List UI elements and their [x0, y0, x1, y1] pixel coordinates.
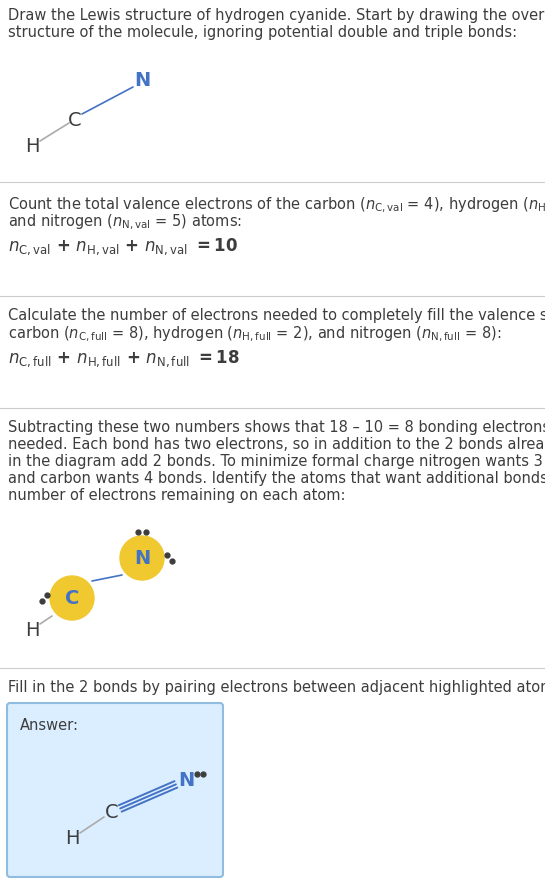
Text: N: N	[178, 771, 194, 789]
Text: $n_\mathrm{C,full}$ + $n_\mathrm{H,full}$ + $n_\mathrm{N,full}$ $\mathbf{= 18}$: $n_\mathrm{C,full}$ + $n_\mathrm{H,full}…	[8, 348, 240, 368]
Text: C: C	[105, 804, 119, 822]
Text: C: C	[68, 111, 82, 130]
Text: H: H	[65, 830, 79, 848]
Text: H: H	[25, 620, 39, 639]
Text: number of electrons remaining on each atom:: number of electrons remaining on each at…	[8, 488, 346, 503]
Text: carbon ($n_\mathrm{C,full}$ = 8), hydrogen ($n_\mathrm{H,full}$ = 2), and nitrog: carbon ($n_\mathrm{C,full}$ = 8), hydrog…	[8, 325, 501, 344]
Text: Fill in the 2 bonds by pairing electrons between adjacent highlighted atoms:: Fill in the 2 bonds by pairing electrons…	[8, 680, 545, 695]
Text: Answer:: Answer:	[20, 718, 79, 733]
Text: in the diagram add 2 bonds. To minimize formal charge nitrogen wants 3 bonds: in the diagram add 2 bonds. To minimize …	[8, 454, 545, 469]
Text: C: C	[65, 588, 79, 608]
Text: and nitrogen ($n_\mathrm{N,val}$ = 5) atoms:: and nitrogen ($n_\mathrm{N,val}$ = 5) at…	[8, 213, 242, 232]
Text: needed. Each bond has two electrons, so in addition to the 2 bonds already prese: needed. Each bond has two electrons, so …	[8, 437, 545, 452]
Text: N: N	[134, 72, 150, 90]
FancyBboxPatch shape	[7, 703, 223, 877]
Text: structure of the molecule, ignoring potential double and triple bonds:: structure of the molecule, ignoring pote…	[8, 25, 517, 40]
Text: H: H	[25, 138, 39, 156]
Text: Subtracting these two numbers shows that 18 – 10 = 8 bonding electrons are: Subtracting these two numbers shows that…	[8, 420, 545, 435]
Text: $n_\mathrm{C,val}$ + $n_\mathrm{H,val}$ + $n_\mathrm{N,val}$ $\mathbf{= 10}$: $n_\mathrm{C,val}$ + $n_\mathrm{H,val}$ …	[8, 236, 238, 257]
Text: N: N	[134, 549, 150, 568]
Text: Calculate the number of electrons needed to completely fill the valence shells f: Calculate the number of electrons needed…	[8, 308, 545, 323]
Text: and carbon wants 4 bonds. Identify the atoms that want additional bonds and the: and carbon wants 4 bonds. Identify the a…	[8, 471, 545, 486]
Circle shape	[50, 576, 94, 620]
Text: Count the total valence electrons of the carbon ($n_\mathrm{C,val}$ = 4), hydrog: Count the total valence electrons of the…	[8, 196, 545, 215]
Text: Draw the Lewis structure of hydrogen cyanide. Start by drawing the overall: Draw the Lewis structure of hydrogen cya…	[8, 8, 545, 23]
Circle shape	[120, 536, 164, 580]
